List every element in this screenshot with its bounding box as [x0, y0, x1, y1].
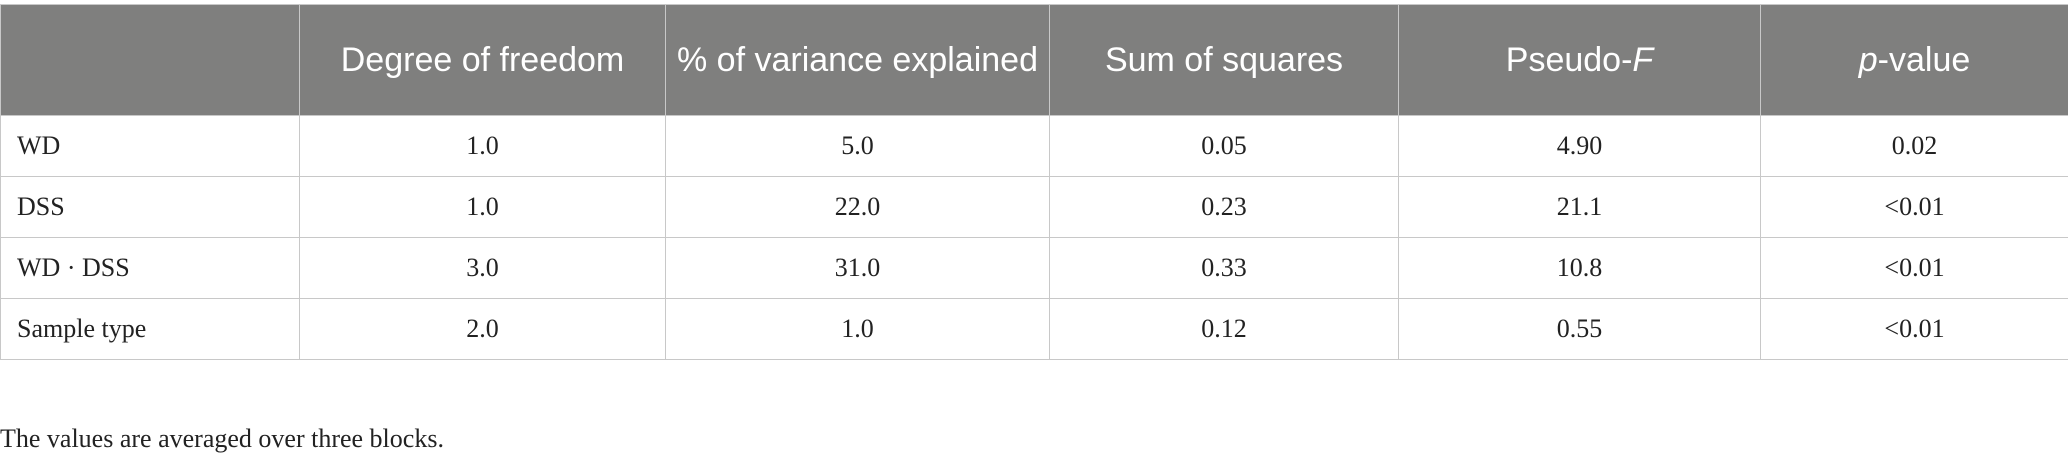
table-row: WD · DSS 3.0 31.0 0.33 10.8 <0.01 [0, 237, 2068, 299]
table-cell: 5.0 [665, 115, 1050, 177]
table-cell: 0.23 [1049, 176, 1399, 238]
table-cell: 4.90 [1398, 115, 1761, 177]
header-text: F [1632, 41, 1654, 79]
table-cell: 1.0 [299, 115, 666, 177]
table-cell: <0.01 [1760, 237, 2068, 299]
table-cell: Sample type [0, 298, 300, 360]
table-cell: 2.0 [299, 298, 666, 360]
table-cell: 3.0 [299, 237, 666, 299]
table-cell: 10.8 [1398, 237, 1761, 299]
table-row: DSS 1.0 22.0 0.23 21.1 <0.01 [0, 176, 2068, 238]
table-cell: WD · DSS [0, 237, 300, 299]
table-cell: 0.55 [1398, 298, 1761, 360]
header-cell [0, 4, 300, 116]
header-text: % of variance explained [676, 41, 1038, 79]
header-cell: % of variance explained [665, 4, 1050, 116]
footnote: The values are averaged over three block… [0, 424, 444, 453]
table-cell: 0.05 [1049, 115, 1399, 177]
header-text: Sum of squares [1104, 41, 1344, 79]
table-cell: 1.0 [299, 176, 666, 238]
header-text: Degree of freedom [340, 41, 625, 79]
table-row: WD 1.0 5.0 0.05 4.90 0.02 [0, 115, 2068, 177]
header-cell: Sum of squares [1049, 4, 1399, 116]
header-text: p [1858, 41, 1878, 79]
header-text: -value [1877, 41, 1971, 79]
table-cell: 0.33 [1049, 237, 1399, 299]
header-row: Degree of freedom % of variance explained… [0, 4, 2068, 116]
header-cell: Pseudo-F [1398, 4, 1761, 116]
table-cell: DSS [0, 176, 300, 238]
header-cell: Degree of freedom [299, 4, 666, 116]
table-cell: WD [0, 115, 300, 177]
header-cell: p-value [1760, 4, 2068, 116]
table-cell: 0.02 [1760, 115, 2068, 177]
table-cell: 21.1 [1398, 176, 1761, 238]
anova-table: Degree of freedom % of variance explained… [0, 4, 2068, 360]
table-cell: <0.01 [1760, 176, 2068, 238]
table-cell: 22.0 [665, 176, 1050, 238]
table-cell: 0.12 [1049, 298, 1399, 360]
table-cell: <0.01 [1760, 298, 2068, 360]
table-cell: 1.0 [665, 298, 1050, 360]
header-text: Pseudo- [1505, 41, 1633, 79]
table-cell: 31.0 [665, 237, 1050, 299]
table-row: Sample type 2.0 1.0 0.12 0.55 <0.01 [0, 298, 2068, 360]
